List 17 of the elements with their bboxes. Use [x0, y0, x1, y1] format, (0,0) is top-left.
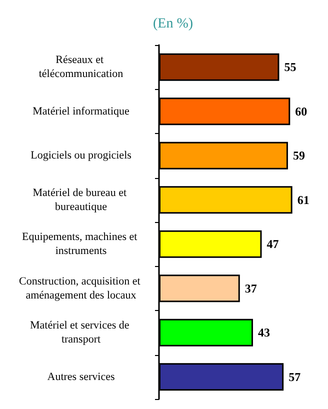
- chart-title: (En %): [153, 16, 194, 32]
- data-label: 60: [295, 104, 308, 118]
- data-label: 59: [292, 148, 305, 163]
- data-label: 43: [258, 326, 270, 340]
- y-tick-label: Equipements, machines et instruments: [22, 231, 140, 258]
- y-tick-label: Matériel et services de transport: [30, 320, 132, 346]
- y-tick-label: Matériel informatique: [32, 105, 130, 118]
- y-tick-label: Matériel de bureau et bureautique: [32, 186, 130, 213]
- data-label: 61: [297, 192, 310, 207]
- y-tick-label: Réseaux et télécommunication: [38, 54, 124, 80]
- y-tick-label: Autres services: [47, 370, 115, 383]
- y-tick-label: Logiciels ou progiciels: [30, 150, 132, 162]
- data-label: 37: [244, 281, 257, 296]
- y-tick-label: Construction, acquisition et aménagement des locaux: [18, 275, 144, 302]
- data-label: 57: [288, 370, 301, 384]
- data-label: 55: [284, 60, 296, 74]
- data-label: 47: [266, 237, 279, 252]
